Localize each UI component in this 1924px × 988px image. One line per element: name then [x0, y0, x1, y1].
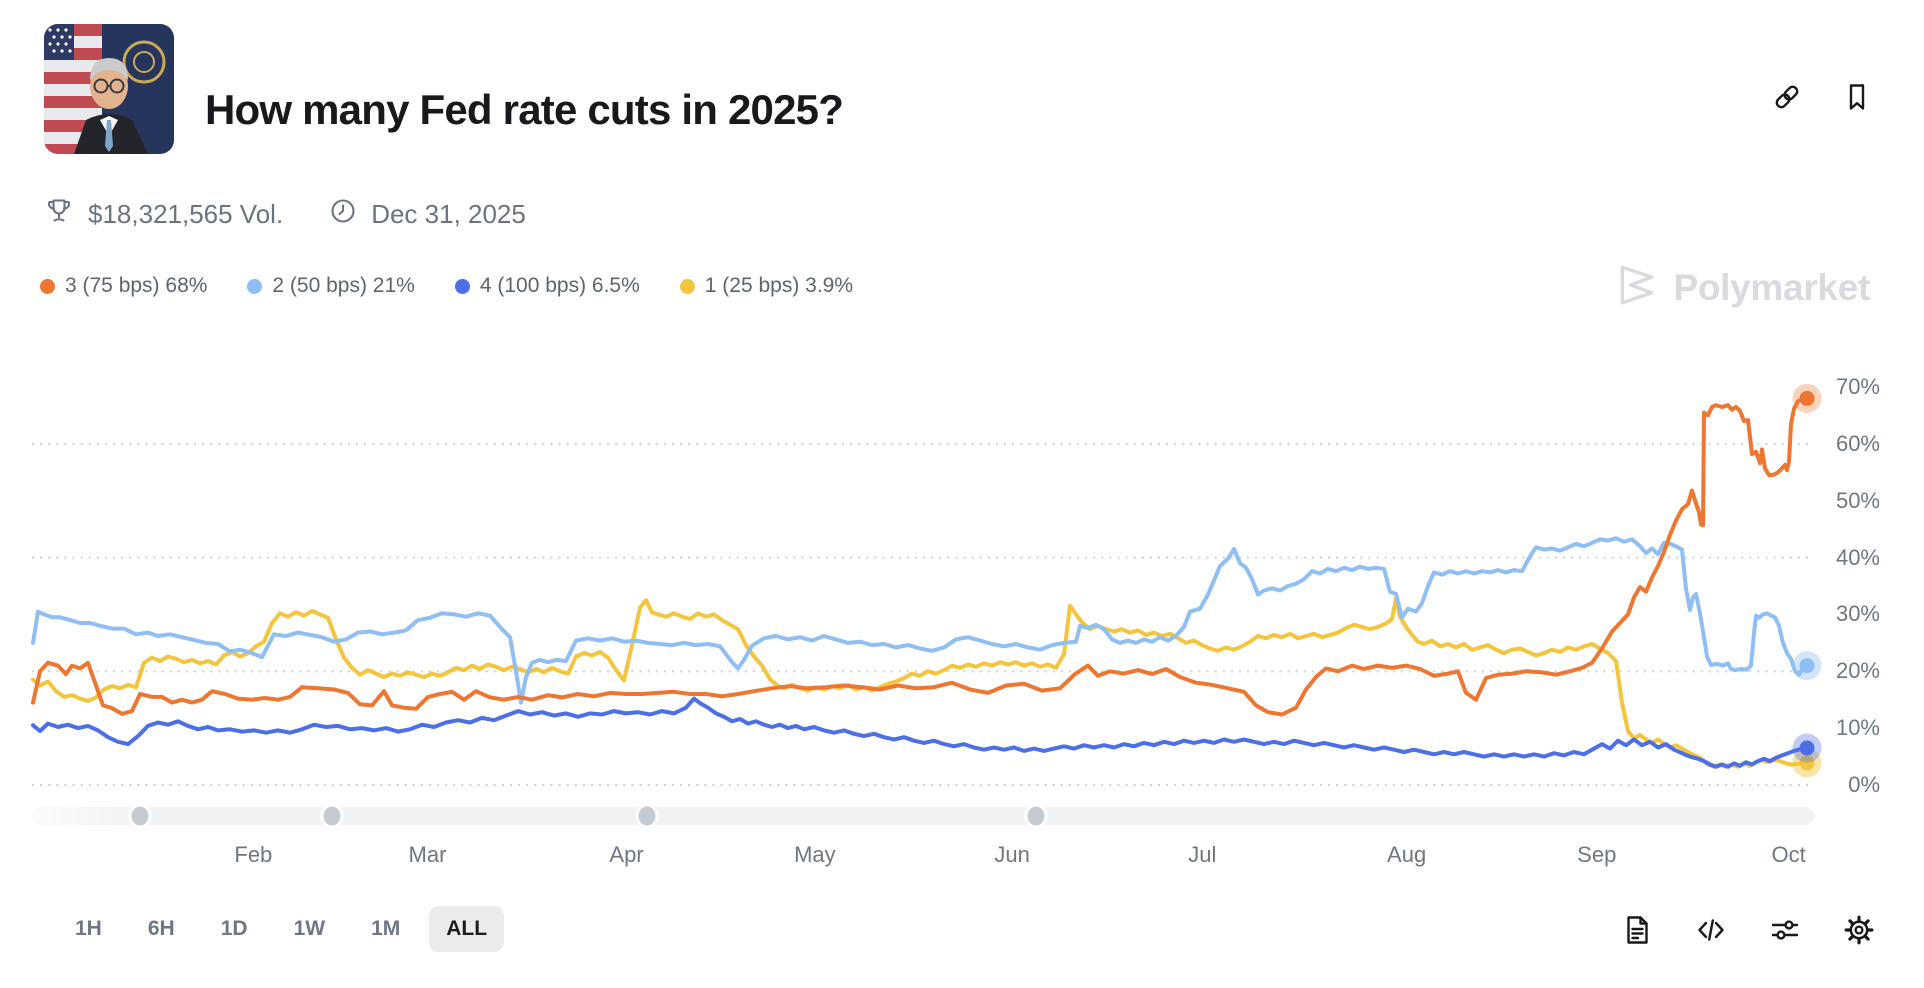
legend-dot-blue — [454, 278, 470, 294]
polymarket-logo-icon — [1614, 262, 1660, 313]
chart-legend: 3 (75 bps) 68% 2 (50 bps) 21% 4 (100 bps… — [40, 274, 853, 298]
series-current-dot — [1799, 658, 1815, 674]
legend-dot-lightblue — [247, 278, 263, 294]
range-button-1w[interactable]: 1W — [277, 906, 343, 952]
x-axis-label: Oct — [1771, 842, 1806, 867]
sliders-icon — [1769, 914, 1801, 949]
range-button-1m[interactable]: 1M — [354, 906, 417, 952]
series-current-dot — [1799, 390, 1815, 406]
legend-item-3-75bps[interactable]: 3 (75 bps) 68% — [40, 274, 207, 298]
chart-options-button[interactable] — [1768, 914, 1802, 948]
series-line-3-75-bps- — [31, 396, 1806, 717]
y-axis-label: 30% — [1835, 601, 1880, 627]
link-icon — [1771, 81, 1803, 116]
legend-label: 2 (50 bps) 21% — [272, 274, 415, 297]
x-axis-label: Mar — [408, 842, 447, 867]
embed-button[interactable] — [1694, 914, 1728, 948]
scrubber-marker[interactable] — [1024, 803, 1048, 829]
legend-label: 1 (25 bps) 3.9% — [704, 274, 854, 297]
x-axis-label: Jun — [994, 842, 1030, 867]
y-axis-label: 70% — [1835, 374, 1880, 399]
trophy-icon — [44, 196, 74, 233]
x-axis-label: Feb — [234, 842, 273, 867]
volume-value: $18,321,565 Vol. — [88, 199, 284, 229]
legend-dot-orange — [40, 278, 55, 294]
settings-button[interactable] — [1842, 914, 1876, 948]
y-axis-label: 40% — [1835, 544, 1880, 570]
legend-item-4-100bps[interactable]: 4 (100 bps) 6.5% — [454, 274, 640, 298]
copy-link-button[interactable] — [1770, 81, 1804, 115]
timeline-scrubber[interactable] — [33, 803, 1814, 829]
scrubber-fade — [33, 807, 143, 825]
bookmark-button[interactable] — [1840, 81, 1874, 115]
range-button-all[interactable]: ALL — [429, 906, 505, 952]
x-axis-label: Apr — [609, 842, 644, 867]
y-axis-label: 20% — [1835, 658, 1880, 684]
x-axis-label: Aug — [1387, 842, 1427, 867]
time-range-selector: 1H 6H 1D 1W 1M ALL — [58, 906, 505, 952]
rules-button[interactable] — [1620, 914, 1654, 948]
legend-item-1-25bps[interactable]: 1 (25 bps) 3.9% — [679, 274, 854, 298]
document-icon — [1621, 914, 1653, 949]
scrubber-marker[interactable] — [320, 803, 344, 829]
y-axis-label: 50% — [1835, 487, 1880, 513]
range-button-6h[interactable]: 6H — [131, 906, 192, 952]
series-line-4-100-bps- — [31, 696, 1806, 769]
market-stats: $18,321,565 Vol. Dec 31, 2025 — [44, 196, 526, 233]
y-axis-label: 60% — [1835, 430, 1880, 456]
series-line-1-25-bps- — [31, 596, 1806, 769]
legend-dot-yellow — [679, 278, 695, 294]
legend-label: 4 (100 bps) 6.5% — [479, 274, 640, 297]
x-axis-label: Jul — [1188, 842, 1217, 867]
scrubber-marker[interactable] — [635, 803, 659, 829]
bookmark-icon — [1841, 81, 1873, 116]
legend-label: 3 (75 bps) 68% — [65, 274, 208, 297]
series-current-dot — [1799, 755, 1815, 771]
person — [74, 58, 148, 154]
x-axis-label: May — [794, 842, 836, 867]
clock-icon — [329, 197, 357, 232]
x-axis-label: Sep — [1577, 842, 1617, 867]
legend-item-2-50bps[interactable]: 2 (50 bps) 21% — [247, 274, 415, 298]
powell-photo — [44, 24, 174, 154]
range-button-1h[interactable]: 1H — [58, 906, 119, 952]
y-axis-label: 10% — [1835, 715, 1880, 741]
code-icon — [1695, 914, 1727, 949]
market-avatar — [44, 24, 174, 154]
series-current-dot — [1799, 740, 1815, 756]
gear-icon — [1843, 914, 1875, 949]
series-line-2-50-bps- — [31, 536, 1806, 705]
range-button-1d[interactable]: 1D — [204, 906, 265, 952]
page-title: How many Fed rate cuts in 2025? — [205, 86, 844, 134]
chart-toolbar — [1620, 914, 1876, 948]
polymarket-watermark: Polymarket — [1614, 262, 1871, 313]
end-date: Dec 31, 2025 — [371, 199, 526, 229]
watermark-text: Polymarket — [1673, 266, 1871, 308]
scrubber-marker[interactable] — [128, 803, 152, 829]
y-axis-label: 0% — [1848, 772, 1880, 797]
